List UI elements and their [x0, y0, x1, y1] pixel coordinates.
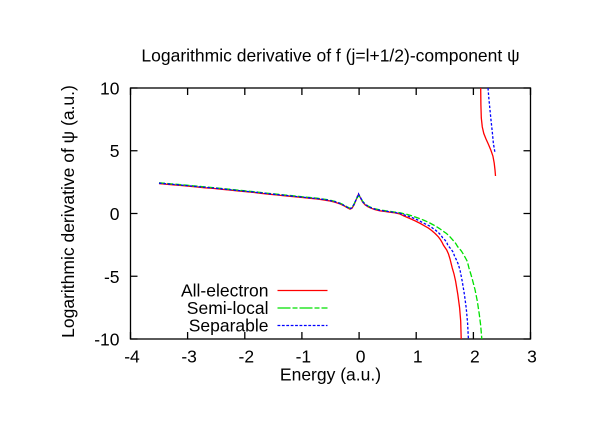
svg-text:-4: -4: [124, 347, 140, 367]
svg-text:Logarithmic derivative of f (j: Logarithmic derivative of f (j=l+1/2)-co…: [141, 46, 519, 66]
svg-text:-2: -2: [239, 347, 255, 367]
svg-text:-1: -1: [296, 347, 312, 367]
svg-text:10: 10: [100, 79, 120, 99]
svg-text:5: 5: [110, 141, 120, 161]
svg-text:All-electron: All-electron: [181, 281, 269, 301]
svg-text:0: 0: [356, 347, 366, 367]
svg-text:Semi-local: Semi-local: [187, 298, 269, 318]
svg-text:0: 0: [110, 204, 120, 224]
svg-text:1: 1: [413, 347, 423, 367]
svg-text:Separable: Separable: [189, 316, 269, 336]
svg-text:-5: -5: [104, 267, 120, 287]
svg-text:-3: -3: [181, 347, 197, 367]
svg-text:Logarithmic derivative of ψ (a: Logarithmic derivative of ψ (a.u.): [58, 85, 78, 338]
svg-text:Energy (a.u.): Energy (a.u.): [280, 365, 381, 385]
svg-text:3: 3: [527, 347, 537, 367]
svg-text:2: 2: [470, 347, 480, 367]
svg-text:-10: -10: [94, 330, 120, 350]
